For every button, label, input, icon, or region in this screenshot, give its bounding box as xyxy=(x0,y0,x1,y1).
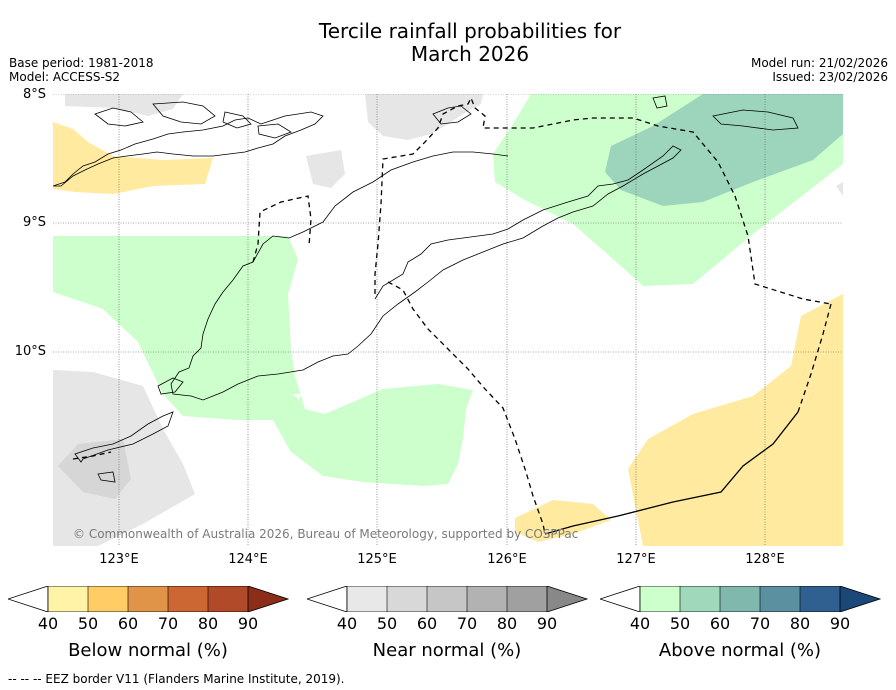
northern-islands xyxy=(94,95,799,139)
above-tick-50: 50 xyxy=(669,614,691,633)
title-line-1: Tercile rainfall probabilities for xyxy=(318,19,622,43)
lon-label-128e: 128°E xyxy=(745,552,785,567)
map-svg xyxy=(53,94,843,546)
above-cbar-bin-40 xyxy=(640,586,680,612)
title-line-2: March 2026 xyxy=(410,42,530,66)
below-normal-legend-title: Below normal (%) xyxy=(68,640,228,661)
near-tick-70: 70 xyxy=(456,614,478,633)
below-cbar-bin-60 xyxy=(128,586,168,612)
graticule xyxy=(53,94,843,546)
below-normal-region-se xyxy=(628,294,843,546)
colorbar-near-normal xyxy=(307,586,589,612)
eez-border-west-bay xyxy=(252,195,312,263)
above-cbar-arrow-right xyxy=(840,586,880,612)
below-tick-60: 60 xyxy=(117,614,139,633)
lon-label-125e: 125°E xyxy=(357,552,397,567)
eez-border-south xyxy=(797,303,832,413)
map-title: Tercile rainfall probabilities for March… xyxy=(270,20,670,66)
near-tick-60: 60 xyxy=(416,614,438,633)
near-tick-40: 40 xyxy=(336,614,358,633)
above-normal-region-north-darker xyxy=(605,94,843,206)
lon-label-123e: 123°E xyxy=(99,552,139,567)
below-tick-40: 40 xyxy=(37,614,59,633)
near-cbar-bin-70 xyxy=(467,586,507,612)
lon-label-127e: 127°E xyxy=(616,552,656,567)
below-cbar-bin-80 xyxy=(208,586,248,612)
below-normal-region-s xyxy=(515,500,611,542)
above-cbar-arrow-left xyxy=(600,586,641,612)
flores-coast xyxy=(53,111,324,187)
below-tick-80: 80 xyxy=(197,614,219,633)
lat-label-9s: 9°S xyxy=(22,215,46,230)
above-normal-region-west xyxy=(53,236,473,486)
above-tick-80: 80 xyxy=(789,614,811,633)
base-period: Base period: 1981-2018 xyxy=(9,56,154,70)
near-cbar-arrow-right xyxy=(547,586,587,612)
near-normal-region-small xyxy=(306,150,345,188)
above-tick-40: 40 xyxy=(629,614,651,633)
lat-label-10s: 10°S xyxy=(14,344,46,359)
near-cbar-bin-60 xyxy=(427,586,467,612)
near-normal-region-top xyxy=(65,94,183,116)
timor-coast-north xyxy=(170,145,682,401)
above-tick-60: 60 xyxy=(709,614,731,633)
below-tick-50: 50 xyxy=(77,614,99,633)
run-info: Model run: 21/02/2026 Issued: 23/02/2026 xyxy=(751,56,888,84)
near-cbar-bin-40 xyxy=(347,586,387,612)
near-cbar-bin-80 xyxy=(507,586,547,612)
lat-label-8s: 8°S xyxy=(22,87,46,102)
below-normal-region-nw xyxy=(53,122,213,194)
near-tick-50: 50 xyxy=(376,614,398,633)
rote-sawu-coast xyxy=(74,377,184,483)
colorbar-below-normal xyxy=(8,586,290,612)
near-cbar-arrow-left xyxy=(307,586,348,612)
below-tick-70: 70 xyxy=(157,614,179,633)
model-run-date: Model run: 21/02/2026 xyxy=(750,56,888,70)
eez-borders xyxy=(72,96,832,535)
below-tick-90: 90 xyxy=(237,614,259,633)
map-area[interactable] xyxy=(53,94,843,546)
copyright-notice: © Commonwealth of Australia 2026, Bureau… xyxy=(73,527,579,541)
eez-footnote: -- -- -- EEZ border V11 (Flanders Marine… xyxy=(8,672,345,686)
below-cbar-bin-70 xyxy=(168,586,208,612)
issued-date: Issued: 23/02/2026 xyxy=(772,70,888,84)
above-normal-region-west-hole xyxy=(293,394,301,400)
near-tick-80: 80 xyxy=(496,614,518,633)
eez-border-north xyxy=(374,96,832,305)
above-tick-70: 70 xyxy=(749,614,771,633)
above-normal-legend-title: Above normal (%) xyxy=(658,640,822,661)
near-normal-legend-title: Near normal (%) xyxy=(372,640,522,661)
below-cbar-bin-50 xyxy=(88,586,128,612)
model-name: Model: ACCESS-S2 xyxy=(9,70,121,84)
above-cbar-bin-60 xyxy=(720,586,760,612)
below-cbar-arrow-left xyxy=(8,586,49,612)
model-info: Base period: 1981-2018 Model: ACCESS-S2 xyxy=(9,56,154,84)
above-cbar-bin-50 xyxy=(680,586,720,612)
above-cbar-bin-70 xyxy=(760,586,800,612)
below-cbar-arrow-right xyxy=(248,586,288,612)
near-cbar-bin-50 xyxy=(387,586,427,612)
eez-border-timor-sea xyxy=(387,281,546,535)
near-normal-region-top-center xyxy=(365,94,483,140)
coastlines xyxy=(53,95,799,483)
lon-label-126e: 126°E xyxy=(487,552,527,567)
eez-border-solid xyxy=(544,411,799,535)
near-tick-90: 90 xyxy=(536,614,558,633)
below-cbar-bin-40 xyxy=(48,586,88,612)
above-cbar-bin-80 xyxy=(800,586,840,612)
eez-border-sw-islands xyxy=(72,451,112,460)
colorbar-above-normal xyxy=(600,586,882,612)
lon-label-124e: 124°E xyxy=(228,552,268,567)
above-tick-90: 90 xyxy=(829,614,851,633)
near-normal-region-east-dot xyxy=(836,182,843,196)
